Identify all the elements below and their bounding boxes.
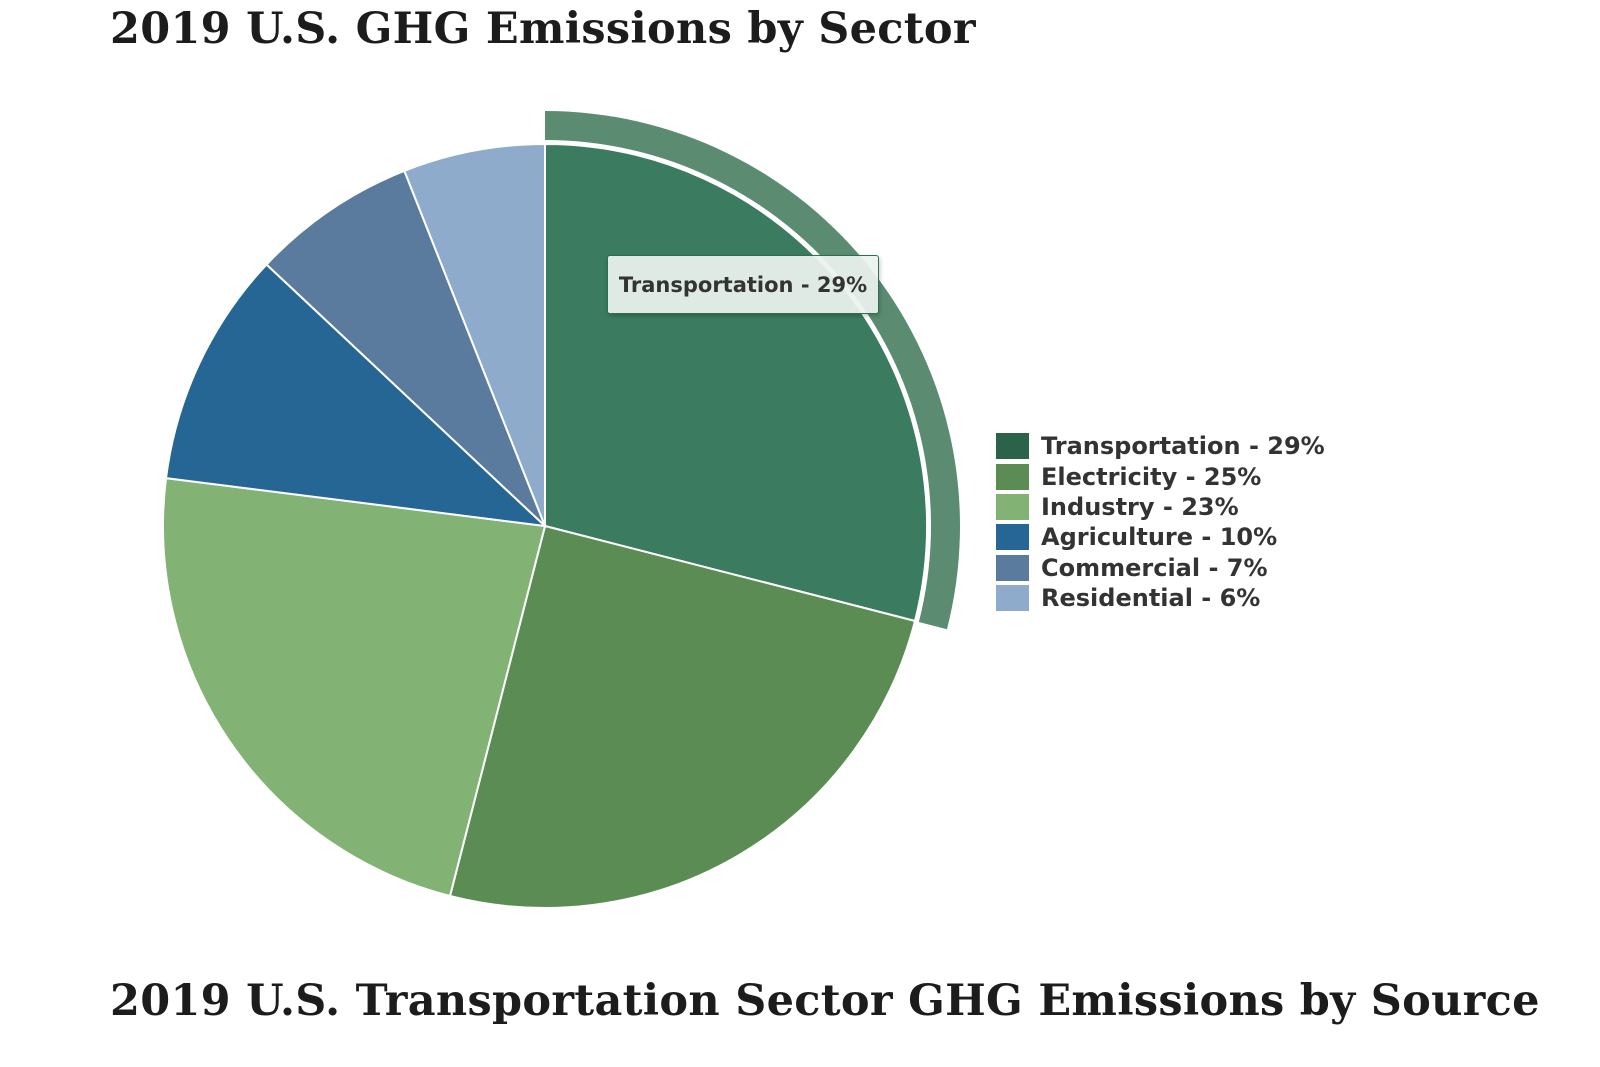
legend-label: Commercial - 7% — [1041, 553, 1268, 582]
legend-swatch — [996, 585, 1029, 612]
pie-slice-commercial[interactable] — [265, 169, 546, 527]
legend-swatch — [996, 463, 1029, 490]
legend-item-commercial[interactable]: Commercial - 7% — [996, 553, 1325, 583]
legend-item-transportation[interactable]: Transportation - 29% — [996, 431, 1325, 461]
pie-slice-industry[interactable] — [162, 477, 546, 897]
chart-legend: Transportation - 29% Electricity - 25% Ind… — [996, 431, 1325, 613]
legend-swatch — [996, 493, 1029, 520]
pie-slice-agriculture[interactable] — [165, 263, 546, 527]
legend-item-agriculture[interactable]: Agriculture - 10% — [996, 522, 1325, 552]
legend-label: Agriculture - 10% — [1041, 523, 1278, 552]
legend-swatch — [996, 524, 1029, 551]
legend-swatch — [996, 554, 1029, 581]
legend-label: Industry - 23% — [1041, 492, 1239, 521]
pie-slice-electricity[interactable] — [449, 525, 916, 909]
legend-swatch — [996, 433, 1029, 460]
pie-chart — [162, 111, 960, 909]
legend-label: Transportation - 29% — [1041, 432, 1325, 461]
legend-label: Electricity - 25% — [1041, 462, 1262, 491]
chart-title: 2019 U.S. GHG Emissions by Sector — [110, 4, 976, 54]
legend-label: Residential - 6% — [1041, 584, 1261, 613]
section-heading: 2019 U.S. Transportation Sector GHG Emis… — [110, 976, 1540, 1026]
legend-item-electricity[interactable]: Electricity - 25% — [996, 461, 1325, 491]
legend-item-industry[interactable]: Industry - 23% — [996, 492, 1325, 522]
slice-tooltip: Transportation - 29% — [607, 255, 879, 314]
pie-slice-residential[interactable] — [403, 143, 546, 527]
legend-item-residential[interactable]: Residential - 6% — [996, 583, 1325, 613]
